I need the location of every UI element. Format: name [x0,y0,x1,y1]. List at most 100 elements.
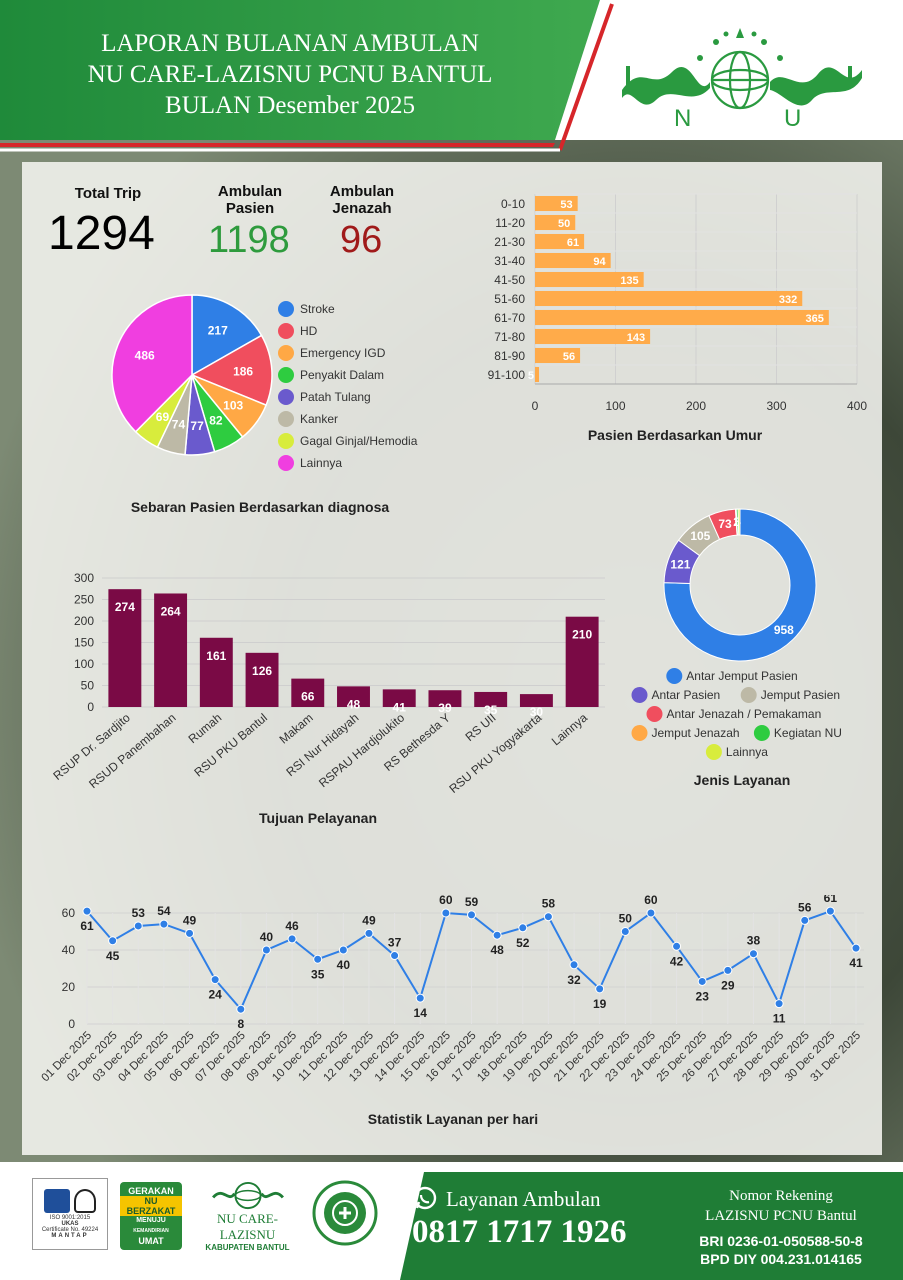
nu-logo: N U [622,28,862,132]
rekening-label-line1: Nomor Rekening [729,1188,833,1204]
diagnosis-slice-7 [111,294,193,433]
age-bar-label-5: 332 [779,294,797,306]
daily-point-label-0: 61 [80,919,94,933]
dest-category-1: RSUD Panembahan [86,711,178,792]
dest-bar-label-2: 161 [206,649,226,663]
daily-point-23 [672,941,682,951]
daily-point-28 [800,915,810,925]
diagnosis-legend-label-7: Lainnya [300,456,342,470]
daily-point-19 [569,960,579,970]
dest-bar-label-7: 39 [438,701,452,715]
daily-point-label-26: 38 [747,934,761,948]
daily-point-label-3: 54 [157,904,171,918]
dest-bar-8 [474,691,508,707]
dest-bar-1 [154,593,188,707]
service-slice-label-1: 121 [670,558,690,572]
ambulan-pasien-value: 1198 [208,219,290,261]
diagnosis-slice-0 [191,294,263,377]
header-title-line3: BULAN Desember 2025 [165,92,415,119]
age-bar-0 [535,196,578,211]
daily-point-label-16: 48 [490,943,504,957]
daily-point-11 [364,928,374,938]
daily-point-label-17: 52 [516,936,530,950]
diagnosis-legend-swatch-5 [278,411,294,427]
service-legend-label-2: Jemput Pasien [761,688,840,702]
daily-ytick-3: 60 [62,906,76,920]
age-bar-label-2: 61 [567,237,579,249]
age-category-5: 51-60 [494,292,525,306]
age-bar-4 [535,272,644,287]
daily-point-label-22: 60 [644,895,658,907]
diagnosis-legend-swatch-0 [278,301,294,317]
destination-bar-chart: 0 50 100 150 200 250 300 274 RSUP Dr. Sardjito 26… [50,571,605,826]
service-slice-label-0: 958 [774,623,794,637]
ambulan-jenazah-label-line2: Jenazah [332,200,392,217]
nqa-icon [44,1189,70,1213]
daily-point-3 [159,919,169,929]
nu-care-line1: NU CARE-LAZISNU [216,1211,279,1242]
service-legend-swatch-6 [705,744,722,760]
diagnosis-slice-label-2: 103 [223,398,243,412]
rekening-label-line2: LAZISNU PCNU Bantul [705,1208,857,1224]
layanan-ambulan-phone[interactable]: 0817 1717 1926 [412,1214,627,1250]
nu-care-line2: KABUPATEN BANTUL [205,1243,290,1252]
service-slice-label-2: 105 [690,529,710,543]
layanan-ambulan-label: Layanan Ambulan [446,1186,601,1211]
daily-point-label-2: 53 [132,906,146,920]
dest-category-6: RSPAU Hardjolukito [316,710,407,790]
service-legend-swatch-3 [646,706,663,722]
iso-certificate-badge: ISO 9001:2015 UKAS Certificate No. 49224… [32,1178,108,1250]
daily-ytick-0: 0 [68,1017,75,1031]
dest-ytick-6: 300 [74,571,94,585]
dest-ytick-0: 0 [87,700,94,714]
age-category-8: 81-90 [494,349,525,363]
ambulan-pasien-label: Ambulan Pasien [200,183,300,217]
diagnosis-slice-label-5: 74 [172,417,186,431]
daily-point-label-6: 8 [237,1017,244,1031]
dest-bar-3 [245,652,279,707]
service-legend-swatch-0 [666,668,683,684]
daily-point-5 [210,975,220,985]
diagnosis-slice-label-0: 217 [208,324,228,338]
ambulan-pasien-label-line2: Pasien [225,200,275,217]
daily-point-label-21: 50 [619,912,633,926]
diagnosis-slice-label-1: 186 [233,365,253,379]
daily-point-0 [82,906,92,916]
dest-category-2: Rumah [186,711,225,747]
daily-point-label-14: 60 [439,895,453,907]
daily-point-30 [851,943,861,953]
age-bar-1 [535,215,576,230]
daily-point-10 [338,945,348,955]
dest-category-0: RSUP Dr. Sardjito [50,710,133,783]
daily-point-25 [723,965,733,975]
daily-point-label-27: 11 [773,1012,786,1026]
age-category-0: 0-10 [501,197,525,211]
dest-bar-label-5: 48 [347,697,361,711]
age-bar-label-3: 94 [593,256,606,268]
dest-ytick-3: 150 [74,636,94,650]
daily-point-label-20: 19 [593,997,607,1011]
age-category-6: 61-70 [494,311,525,325]
ambulan-pasien-label-line1: Ambulan [217,183,283,200]
service-slice-label-3: 73 [718,517,732,531]
daily-point-14 [441,908,451,918]
age-bar-6 [535,310,829,325]
ukas-crown-icon [74,1189,96,1213]
age-bar-3 [535,253,611,268]
service-legend-label-6: Lainnya [726,745,768,759]
service-slice-label-5: 5 [734,515,741,529]
daily-point-label-13: 14 [414,1006,428,1020]
service-legend-swatch-5 [753,725,770,741]
daily-point-16 [492,930,502,940]
daily-point-2 [133,921,143,931]
daily-point-label-11: 49 [362,913,376,927]
daily-point-label-30: 41 [849,956,863,970]
dest-bar-5 [337,686,370,707]
daily-point-13 [415,993,425,1003]
diagnosis-legend-swatch-7 [278,455,294,471]
age-category-4: 41-50 [494,273,525,287]
daily-point-7 [261,945,271,955]
service-legend-swatch-2 [740,687,757,703]
